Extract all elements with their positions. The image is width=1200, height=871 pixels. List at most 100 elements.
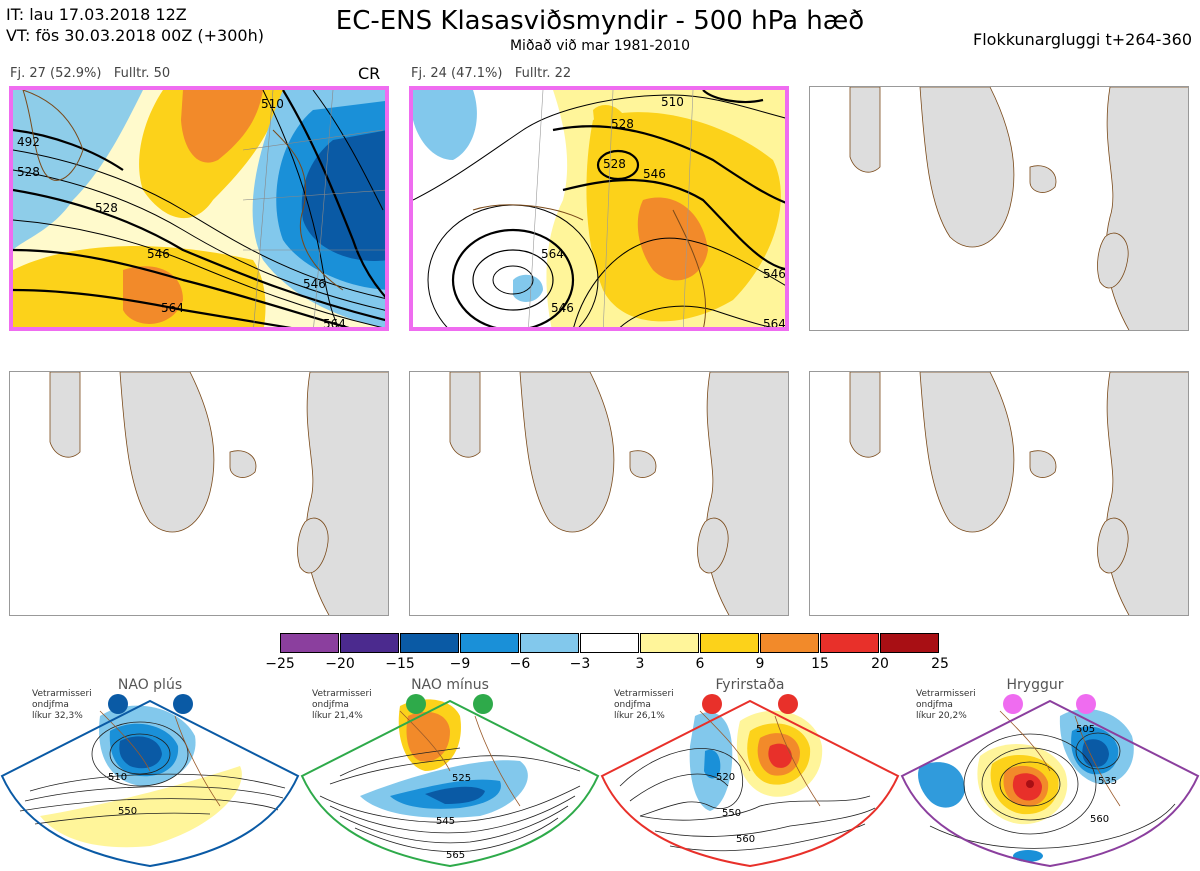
colorbar-tick: −6: [509, 656, 531, 672]
colorbar-cell: [700, 633, 759, 653]
panel2-contour-label: 546: [763, 267, 786, 281]
regime-nao-plus-contour: 550: [118, 806, 137, 817]
regime-nao-plus[interactable]: 510 550: [0, 676, 300, 871]
colorbar: [280, 633, 943, 653]
panel1-representative: Fulltr. 50: [113, 66, 171, 81]
regime-nao-minus-contour: 545: [436, 816, 455, 827]
cluster-map-1[interactable]: 510 528 546 564 492 528 546 564: [9, 86, 389, 331]
panel2-contour-label: 510: [661, 95, 684, 109]
colorbar-tick: −25: [265, 656, 295, 672]
colorbar-tick: −20: [325, 656, 355, 672]
colorbar-tick: 20: [871, 656, 889, 672]
panel2-representative: Fulltr. 22: [514, 66, 572, 81]
cluster-map-4-land: [49, 372, 388, 615]
colorbar-cell: [280, 633, 339, 653]
regime-ridge-name: Hryggur: [1006, 677, 1064, 693]
regime-blocking-name: Fyrirstaða: [715, 677, 785, 693]
regime-blocking-dot: [702, 694, 722, 714]
cluster-map-5-land: [449, 372, 788, 615]
cluster-map-3-land: [849, 87, 1188, 330]
panel2-label: Fj. 24 (47.1%) Fulltr. 22: [411, 66, 571, 81]
regime-nao-minus[interactable]: 525 545 565: [300, 676, 600, 871]
panel2-cluster-count: Fj. 24 (47.1%): [411, 66, 503, 81]
panel1-contour-label: 528: [95, 201, 118, 215]
regime-ridge-note: Vetrarmisseri ondjfma líkur 20,2%: [916, 689, 976, 721]
panel2-contour-label: 528: [603, 157, 626, 171]
colorbar-cell: [580, 633, 639, 653]
regime-ridge-map: 505 535 560: [900, 694, 1200, 868]
colorbar-tick: −15: [385, 656, 415, 672]
colorbar-tick: 15: [811, 656, 829, 672]
cluster-map-6-land: [849, 372, 1188, 615]
colorbar-tick: 25: [931, 656, 949, 672]
regime-blocking-dot: [778, 694, 798, 714]
regime-nao-plus-dot: [108, 694, 128, 714]
panel1-contour-label: 546: [303, 277, 326, 291]
colorbar-tick: 9: [755, 656, 765, 672]
regime-blocking-note: Vetrarmisseri ondjfma líkur 26,1%: [614, 689, 674, 721]
regime-nao-plus-dot: [173, 694, 193, 714]
regime-nao-minus-dot: [473, 694, 493, 714]
regime-nao-minus-contour: 565: [446, 850, 465, 861]
regime-ridge[interactable]: 505 535 560: [900, 676, 1200, 871]
regime-nao-minus-name: NAO mínus: [411, 677, 489, 693]
panel2-contour-label: 564: [763, 317, 786, 331]
panel1-regime-tag: CR: [358, 64, 381, 83]
panel1-contour-label: 546: [147, 247, 170, 261]
regime-ridge-dot: [1076, 694, 1096, 714]
cluster-map-1-graphic: 510 528 546 564 492 528 546 564: [13, 90, 385, 331]
regime-nao-plus-contour: 510: [108, 772, 127, 783]
panel1-contour-label: 510: [261, 97, 284, 111]
panel1-cluster-count: Fj. 27 (52.9%): [10, 66, 102, 81]
colorbar-tick: 6: [695, 656, 705, 672]
regime-nao-minus-dot: [406, 694, 426, 714]
cluster-map-4[interactable]: [9, 371, 389, 616]
cluster-map-3[interactable]: [809, 86, 1189, 331]
panel1-contour-label: 492: [17, 135, 40, 149]
page-title: EC-ENS Klasasviðsmyndir - 500 hPa hæð: [335, 6, 865, 36]
colorbar-cell: [460, 633, 519, 653]
regime-blocking-contour: 560: [736, 834, 755, 845]
colorbar-tick: −3: [569, 656, 591, 672]
cluster-map-5[interactable]: [409, 371, 789, 616]
cluster-map-2[interactable]: 510 528 528 546 546 546 564 564: [409, 86, 789, 331]
colorbar-cell: [640, 633, 699, 653]
colorbar-tick: −9: [449, 656, 471, 672]
regime-ridge-contour: 560: [1090, 814, 1109, 825]
valid-time: VT: fös 30.03.2018 00Z (+300h): [6, 26, 264, 45]
regime-nao-plus-note: Vetrarmisseri ondjfma líkur 32,3%: [32, 689, 92, 721]
panel2-contour-label: 546: [551, 301, 574, 315]
regime-nao-minus-note: Vetrarmisseri ondjfma líkur 21,4%: [312, 689, 372, 721]
regime-nao-minus-map: 525 545 565: [300, 694, 600, 868]
panel1-contour-label: 528: [17, 165, 40, 179]
page-subtitle: Miðað við mar 1981-2010: [509, 38, 691, 54]
panel1-contour-label: 564: [161, 301, 184, 315]
colorbar-cell: [880, 633, 939, 653]
header-run-info: IT: lau 17.03.2018 12Z VT: fös 30.03.201…: [6, 4, 264, 46]
panel2-contour-label: 528: [611, 117, 634, 131]
colorbar-cell: [820, 633, 879, 653]
colorbar-cell: [520, 633, 579, 653]
regime-blocking-contour: 550: [722, 808, 741, 819]
colorbar-cell: [400, 633, 459, 653]
clustering-window: Flokkunargluggi t+264-360: [973, 30, 1192, 49]
colorbar-cell: [760, 633, 819, 653]
regime-blocking-map: 520 550 560: [600, 694, 900, 868]
regime-nao-minus-contour: 525: [452, 773, 471, 784]
initial-time: IT: lau 17.03.2018 12Z: [6, 5, 187, 24]
regime-ridge-contour: 535: [1098, 776, 1117, 787]
regime-ridge-dot: [1003, 694, 1023, 714]
regime-nao-plus-name: NAO plús: [117, 677, 183, 693]
cluster-map-2-graphic: 510 528 528 546 546 546 564 564: [413, 90, 786, 331]
colorbar-cell: [340, 633, 399, 653]
regime-ridge-contour: 505: [1076, 724, 1095, 735]
panel1-contour-label: 564: [323, 317, 346, 331]
regime-blocking[interactable]: 520 550 560: [600, 676, 900, 871]
regime-blocking-contour: 520: [716, 772, 735, 783]
colorbar-tick: 3: [635, 656, 645, 672]
cluster-map-6[interactable]: [809, 371, 1189, 616]
panel2-contour-label: 564: [541, 247, 564, 261]
regime-nao-plus-map: 510 550: [0, 694, 300, 868]
panel1-label: Fj. 27 (52.9%) Fulltr. 50: [10, 66, 170, 81]
panel2-contour-label: 546: [643, 167, 666, 181]
